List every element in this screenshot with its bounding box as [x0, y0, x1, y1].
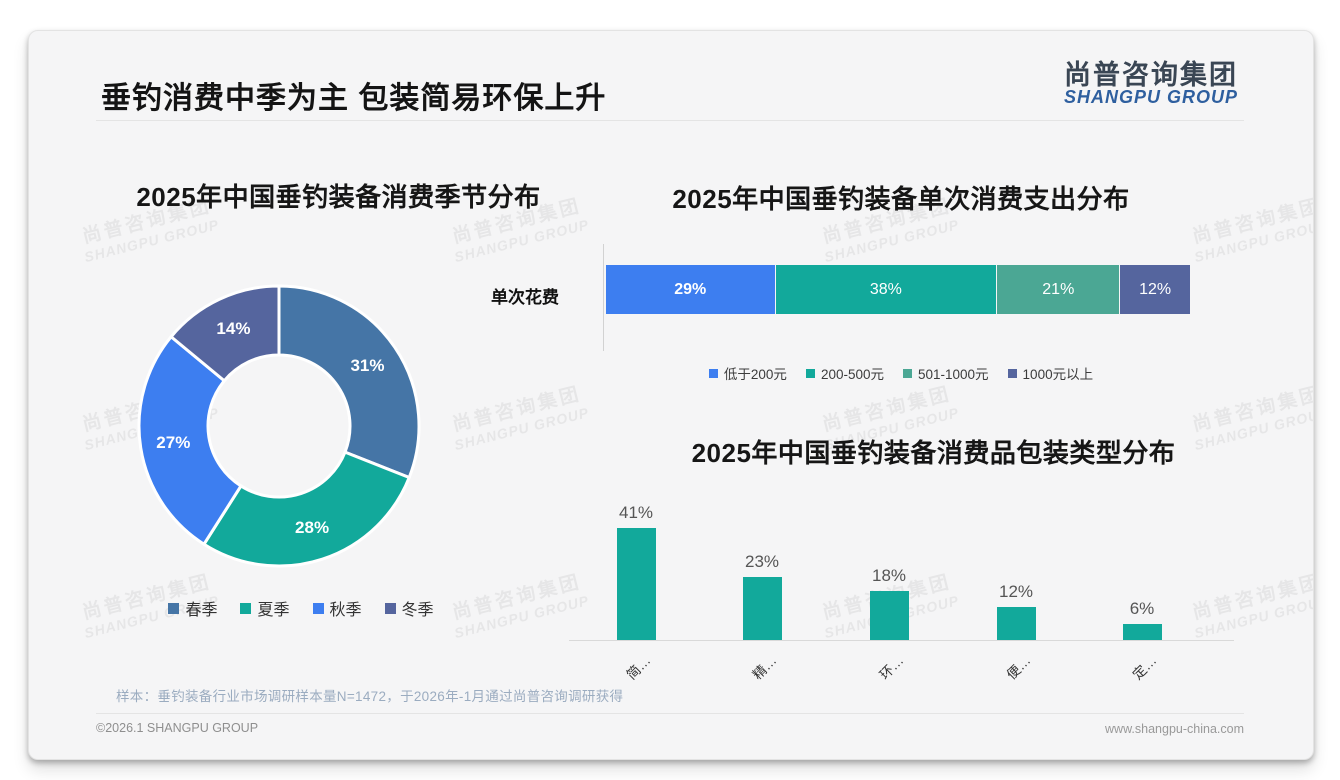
stacked-segment-200-500元: 38% [774, 265, 997, 314]
column-x-label: 精… [749, 652, 780, 683]
donut-chart-title: 2025年中国垂钓装备消费季节分布 [136, 182, 541, 212]
stacked-segment-label: 21% [1042, 280, 1075, 298]
logo-cn-text: 尚普咨询集团 [1064, 60, 1238, 90]
slide-content: 垂钓消费中季为主 包装简易环保上升 尚普咨询集团 SHANGPU GROUP 2… [29, 31, 1313, 759]
donut-slice-秋季 [137, 335, 243, 546]
legend-item: 1000元以上 [1007, 363, 1094, 383]
legend-swatch [168, 602, 180, 614]
column-value-label: 23% [744, 552, 780, 571]
donut-slice-春季 [277, 284, 421, 480]
legend-label: 200-500元 [820, 367, 884, 382]
legend-swatch [384, 602, 396, 614]
column-bar-3 [869, 591, 909, 640]
donut-slice-label: 31% [350, 355, 385, 375]
slide-card: 尚普咨询集团 SHANGPU GROUP 尚普咨询集团 SHANGPU GROUP 尚普… [28, 30, 1314, 760]
footer-divider [96, 713, 1244, 714]
donut-labels: 31% 28% 27% 14% [137, 284, 421, 568]
legend-swatch [902, 368, 912, 378]
legend-item: 200-500元 [805, 363, 884, 383]
stacked-bar: 29% 38% 21% 12% [606, 265, 1190, 314]
column-bar-1 [616, 528, 656, 640]
column-value-label: 18% [871, 566, 907, 585]
footer-copyright: ©2026.1 SHANGPU GROUP [96, 721, 259, 735]
stacked-segment-label: 12% [1139, 280, 1172, 298]
legend-label: 501-1000元 [917, 367, 989, 382]
column-value-label: 41% [618, 503, 654, 522]
legend-item: 夏季 [240, 596, 290, 620]
legend-item: 低于200元 [708, 363, 787, 383]
legend-label: 夏季 [257, 602, 290, 619]
legend-label: 低于200元 [723, 367, 787, 382]
column-chart-title: 2025年中国垂钓装备消费品包装类型分布 [691, 438, 1176, 468]
stacked-segment-1000元以上: 12% [1119, 265, 1190, 314]
stacked-segment-label: 29% [674, 280, 707, 298]
legend-item: 春季 [168, 596, 217, 620]
donut-slice-label: 28% [295, 517, 330, 537]
sample-footnote: 样本：垂钓装备行业市场调研样本量N=1472，于2026年-1月通过尚普咨询调研… [116, 689, 624, 704]
legend-label: 秋季 [329, 602, 362, 619]
stacked-segment-低于200元: 29% [606, 265, 775, 314]
column-x-label: 定… [1129, 652, 1160, 683]
column-bar-2 [742, 577, 782, 640]
legend-swatch [805, 368, 815, 378]
stacked-segment-501-1000元: 21% [996, 265, 1120, 314]
legend-swatch [240, 602, 252, 614]
legend-swatch [312, 602, 324, 614]
stacked-axis-line [603, 244, 604, 351]
column-bar-5 [1122, 624, 1162, 640]
column-value-label: 12% [998, 582, 1034, 601]
donut-slice-label: 14% [216, 319, 251, 339]
logo-en-text: SHANGPU GROUP [1063, 87, 1238, 107]
legend-item: 秋季 [312, 596, 362, 620]
legend-swatch [1007, 368, 1017, 378]
donut-slice-夏季 [202, 450, 411, 568]
legend-item: 冬季 [384, 596, 434, 620]
legend-swatch [708, 368, 718, 378]
legend-label: 冬季 [401, 602, 434, 619]
legend-item: 501-1000元 [902, 363, 989, 383]
column-x-label: 环… [876, 652, 907, 683]
stacked-category-label: 单次花费 [491, 288, 559, 307]
donut-legend: 春季 夏季 秋季 冬季 [71, 596, 531, 620]
footer-website: www.shangpu-china.com [1105, 722, 1244, 736]
page-title: 垂钓消费中季为主 包装简易环保上升 [101, 82, 607, 115]
stacked-legend: 低于200元 200-500元 501-1000元 1000元以上 [611, 363, 1191, 383]
donut-chart: 31% 28% 27% 14% [137, 284, 421, 568]
donut-slice-label: 27% [156, 432, 191, 452]
column-bar-4 [996, 607, 1036, 640]
column-x-label: 便… [1003, 652, 1034, 683]
column-axis-line [569, 640, 1234, 641]
donut-svg [137, 284, 421, 568]
legend-label: 1000元以上 [1022, 367, 1094, 382]
column-value-label: 6% [1129, 599, 1155, 618]
legend-label: 春季 [185, 602, 218, 619]
header-divider [96, 120, 1244, 121]
donut-slice-冬季 [169, 284, 281, 383]
stacked-segment-label: 38% [869, 280, 902, 298]
stacked-chart-title: 2025年中国垂钓装备单次消费支出分布 [672, 184, 1130, 214]
